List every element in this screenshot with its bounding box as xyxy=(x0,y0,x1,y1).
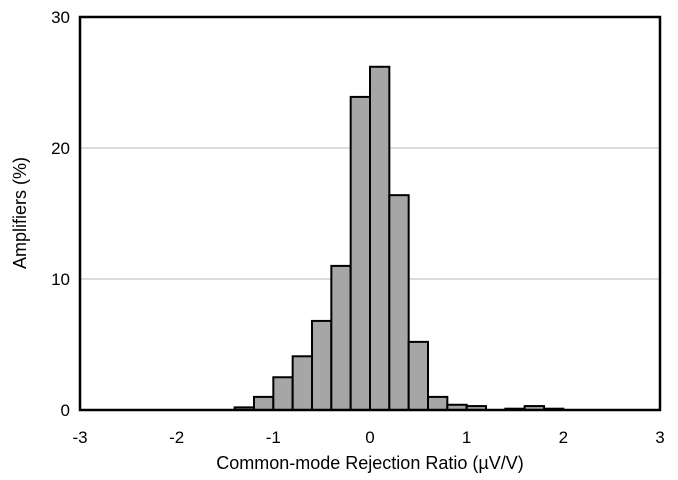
y-axis-title: Amplifiers (%) xyxy=(10,157,30,269)
plot-area-frame xyxy=(78,15,662,412)
y-axis-tick-labels: 0 10 20 30 xyxy=(51,8,70,420)
y-tick-label: 0 xyxy=(61,401,70,420)
y-tick-label: 10 xyxy=(51,270,70,289)
histogram-bar xyxy=(349,95,371,411)
histogram-bar xyxy=(427,395,449,411)
x-tick-label: -2 xyxy=(169,428,184,447)
histogram-bar xyxy=(291,355,313,412)
histogram-bars xyxy=(233,65,565,412)
histogram-bar xyxy=(311,319,333,412)
x-tick-label: 2 xyxy=(559,428,568,447)
histogram-bar xyxy=(369,65,391,411)
x-tick-label: 1 xyxy=(462,428,471,447)
x-axis-tick-labels: -3 -2 -1 0 1 2 3 xyxy=(72,428,664,447)
x-tick-label: 3 xyxy=(655,428,664,447)
x-axis-title: Common-mode Rejection Ratio (µV/V) xyxy=(216,453,523,473)
histogram-bar xyxy=(388,194,410,411)
histogram-bar xyxy=(272,376,294,411)
y-tick-label: 20 xyxy=(51,139,70,158)
histogram-bar xyxy=(253,395,275,411)
x-tick-label: -3 xyxy=(72,428,87,447)
histogram-bar xyxy=(407,340,429,412)
x-tick-label: 0 xyxy=(365,428,374,447)
y-tick-label: 30 xyxy=(51,8,70,27)
histogram-bar xyxy=(330,264,352,411)
x-tick-label: -1 xyxy=(266,428,281,447)
